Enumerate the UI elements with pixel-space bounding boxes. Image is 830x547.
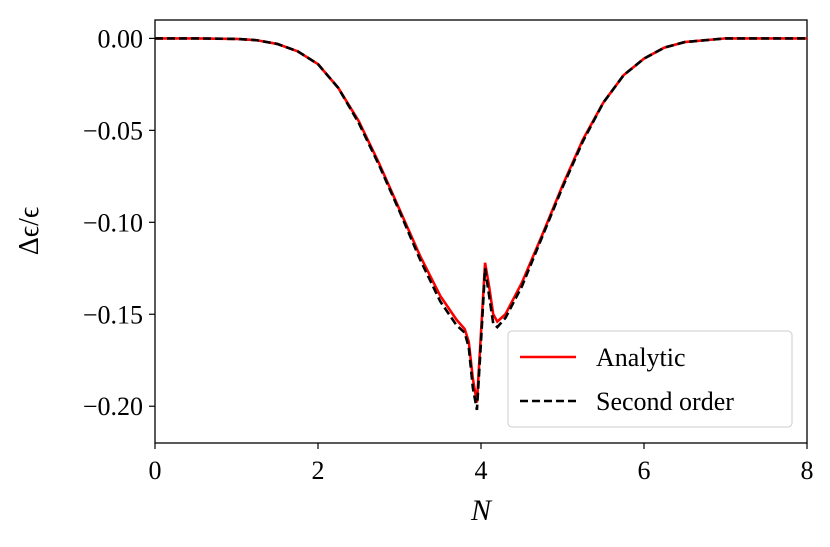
y-tick-label: 0.00 [98,24,144,53]
legend-label: Analytic [596,343,686,372]
x-tick-label: 8 [801,456,814,485]
y-tick-label: −0.10 [83,208,143,237]
x-tick-label: 6 [638,456,651,485]
legend-box [507,330,793,428]
y-tick-label: −0.20 [83,392,143,421]
x-axis-label: N [470,494,493,527]
y-tick-label: −0.15 [83,300,143,329]
data-line [155,37,807,411]
x-tick-label: 4 [475,456,488,485]
legend-label: Second order [596,387,734,416]
x-tick-label: 0 [149,456,162,485]
y-tick-label: −0.05 [83,116,143,145]
y-axis-label: Δϵ/ϵ [14,207,45,255]
x-tick-label: 2 [312,456,325,485]
